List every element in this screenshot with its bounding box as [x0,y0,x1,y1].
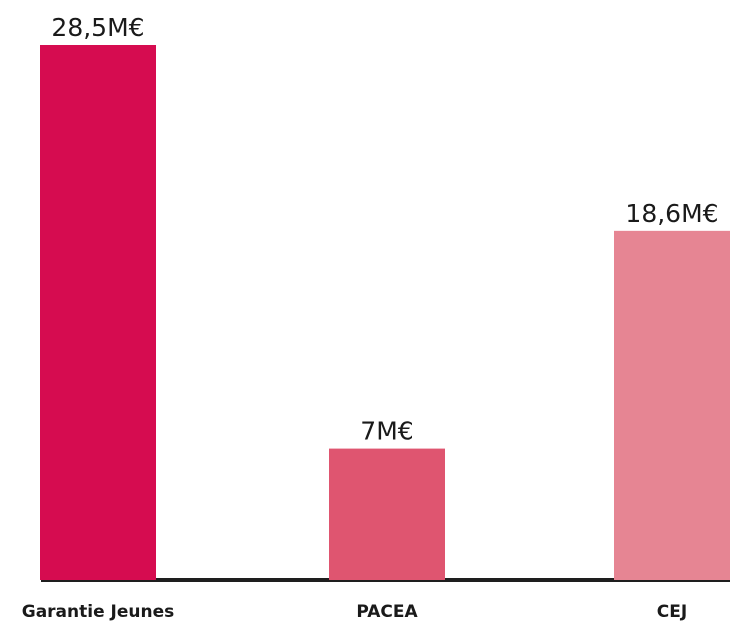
category-labels-group: Garantie Jeunes PACEA CEJ [22,602,687,622]
bar-value-label-2: 18,6M€ [625,199,718,228]
category-label-2: CEJ [657,602,687,622]
category-label-1: PACEA [356,602,418,622]
bar-2 [614,230,730,580]
bar-value-label-1: 7M€ [360,417,413,446]
category-label-0: Garantie Jeunes [22,602,175,622]
bar-0 [40,45,156,580]
value-labels-group: 28,5M€ 7M€ 18,6M€ [51,13,718,446]
bar-1 [329,448,445,580]
bars-group [40,45,730,580]
bar-value-label-0: 28,5M€ [51,13,144,42]
